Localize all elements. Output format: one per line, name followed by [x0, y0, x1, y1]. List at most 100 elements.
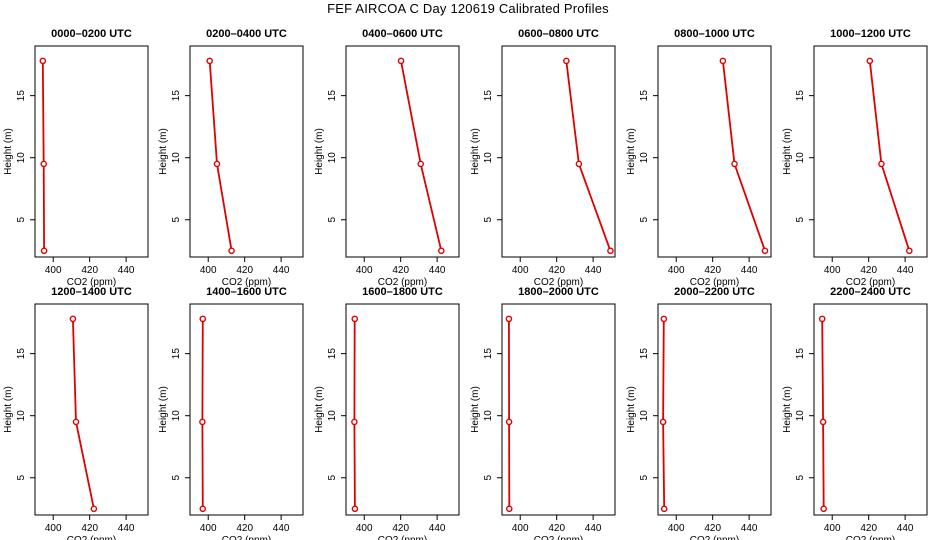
x-axis-label: CO2 (ppm)	[690, 277, 739, 288]
x-tick-label: 420	[392, 265, 409, 276]
panel-title: 1400–1600 UTC	[206, 286, 287, 298]
data-point	[818, 315, 826, 323]
x-tick-label: 420	[860, 265, 877, 276]
data-point	[351, 505, 359, 513]
x-tick-label: 440	[273, 265, 290, 276]
x-tick-label: 440	[273, 523, 290, 534]
y-tick-label: 15	[327, 348, 338, 360]
y-tick-label: 15	[171, 90, 182, 102]
data-point	[906, 247, 913, 255]
panel-5: 0800–1000 UTC 400 420 440 5 10 15 CO2 (ppm) Heig…	[626, 28, 772, 288]
x-axis-label: CO2 (ppm)	[534, 277, 583, 288]
y-tick-label: 5	[171, 217, 182, 223]
y-tick-label: 5	[171, 475, 182, 481]
y-tick-label: 5	[795, 475, 806, 481]
plot-frame	[657, 45, 772, 258]
figure-title: FEF AIRCOA C Day 120619 Calibrated Profi…	[327, 1, 609, 16]
data-point	[660, 315, 668, 323]
profile-line	[722, 60, 766, 252]
y-tick-label: 15	[639, 90, 650, 102]
plot-frame	[34, 45, 149, 258]
panel-6: 1000–1200 UTC 400 420 440 5 10 15 CO2 (ppm) Heig…	[782, 28, 928, 288]
x-tick-label: 400	[668, 523, 685, 534]
x-tick-label: 420	[81, 523, 98, 534]
data-point	[39, 57, 47, 65]
y-tick-label: 5	[639, 217, 650, 223]
profile-line	[208, 60, 233, 251]
panel-title: 1600–1800 UTC	[362, 286, 443, 298]
data-point	[878, 160, 885, 168]
y-tick-label: 15	[795, 90, 806, 102]
panel-10: 1800–2000 UTC 400 420 440 5 10 15 CO2 (ppm) Heig…	[470, 286, 616, 540]
data-point	[213, 160, 221, 168]
data-point	[719, 57, 727, 65]
data-point	[72, 418, 80, 426]
y-axis-label: Height (m)	[3, 128, 14, 175]
y-axis-label: Height (m)	[626, 386, 637, 433]
y-tick-label: 5	[795, 217, 806, 223]
panel-title: 0800–1000 UTC	[674, 28, 755, 40]
data-point	[505, 505, 513, 513]
data-point	[199, 505, 207, 513]
profile-line	[72, 318, 95, 509]
x-tick-label: 440	[741, 265, 758, 276]
data-point	[563, 57, 570, 65]
x-axis-label: CO2 (ppm)	[378, 535, 427, 540]
y-axis-label: Height (m)	[782, 128, 793, 175]
panel-title: 2000–2200 UTC	[674, 286, 755, 298]
profile-line	[353, 318, 356, 509]
y-tick-label: 10	[795, 152, 806, 164]
data-point	[199, 418, 206, 426]
y-tick-label: 10	[483, 152, 494, 164]
plot-frame	[345, 45, 460, 258]
x-tick-label: 440	[897, 523, 914, 534]
panel-3: 0400–0600 UTC 400 420 440 5 10 15 CO2 (ppm) Heig…	[314, 28, 460, 288]
data-point	[731, 160, 738, 168]
data-point	[228, 247, 235, 255]
data-point	[40, 247, 48, 255]
profile-line	[565, 60, 612, 252]
y-axis-label: Height (m)	[782, 386, 793, 433]
x-tick-label: 440	[429, 265, 446, 276]
x-axis-label: CO2 (ppm)	[222, 277, 271, 288]
y-tick-label: 15	[483, 348, 494, 360]
y-tick-label: 5	[483, 217, 494, 223]
x-tick-label: 400	[200, 265, 217, 276]
y-axis-label: Height (m)	[158, 386, 169, 433]
panel-11: 2000–2200 UTC 400 420 440 5 10 15 CO2 (ppm) Heig…	[626, 286, 772, 540]
x-tick-label: 440	[118, 265, 135, 276]
y-tick-label: 15	[795, 348, 806, 360]
panel-12: 2200–2400 UTC 400 420 440 5 10 15 CO2 (ppm) Heig…	[782, 286, 928, 540]
x-tick-label: 400	[512, 265, 529, 276]
x-axis-label: CO2 (ppm)	[690, 535, 739, 540]
data-point	[397, 57, 405, 65]
data-point	[69, 315, 77, 323]
x-axis-label: CO2 (ppm)	[378, 277, 427, 288]
panel-title: 0200–0400 UTC	[206, 28, 287, 40]
x-tick-label: 400	[824, 265, 841, 276]
data-point	[505, 315, 513, 323]
y-axis-label: Height (m)	[626, 128, 637, 175]
panel-2: 0200–0400 UTC 400 420 440 5 10 15 CO2 (ppm) Heig…	[158, 28, 304, 288]
y-tick-label: 10	[327, 410, 338, 422]
y-tick-label: 10	[171, 410, 182, 422]
profile-line	[662, 318, 666, 509]
y-tick-label: 5	[327, 217, 338, 223]
x-tick-label: 440	[585, 523, 602, 534]
data-point	[660, 505, 668, 513]
plot-frame	[34, 303, 149, 516]
y-tick-label: 15	[171, 348, 182, 360]
y-tick-label: 5	[639, 475, 650, 481]
y-tick-label: 10	[171, 152, 182, 164]
y-tick-label: 10	[795, 410, 806, 422]
data-point	[438, 247, 445, 255]
y-tick-label: 10	[639, 410, 650, 422]
panel-title: 0600–0800 UTC	[518, 28, 599, 40]
y-tick-label: 15	[639, 348, 650, 360]
plot-frame	[189, 303, 304, 516]
plot-frame	[501, 303, 616, 516]
x-tick-label: 400	[668, 265, 685, 276]
panel-title: 1200–1400 UTC	[51, 286, 132, 298]
y-axis-label: Height (m)	[314, 386, 325, 433]
